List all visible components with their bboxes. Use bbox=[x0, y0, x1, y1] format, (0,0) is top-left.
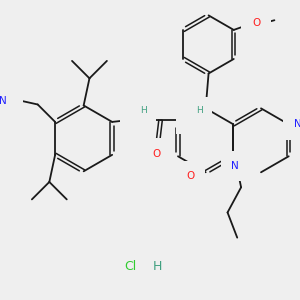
Text: H: H bbox=[153, 260, 162, 273]
Text: H: H bbox=[196, 106, 203, 115]
Text: H: H bbox=[140, 106, 146, 115]
Text: H: H bbox=[7, 104, 14, 113]
Text: N: N bbox=[231, 161, 239, 171]
Text: N: N bbox=[0, 96, 7, 106]
Text: O: O bbox=[252, 18, 260, 28]
Text: N: N bbox=[187, 114, 194, 124]
Text: O: O bbox=[186, 171, 194, 181]
Text: Cl: Cl bbox=[124, 260, 136, 273]
Text: H: H bbox=[7, 88, 14, 98]
Text: N: N bbox=[293, 119, 300, 129]
Text: O: O bbox=[153, 149, 161, 159]
Text: N: N bbox=[130, 114, 138, 124]
